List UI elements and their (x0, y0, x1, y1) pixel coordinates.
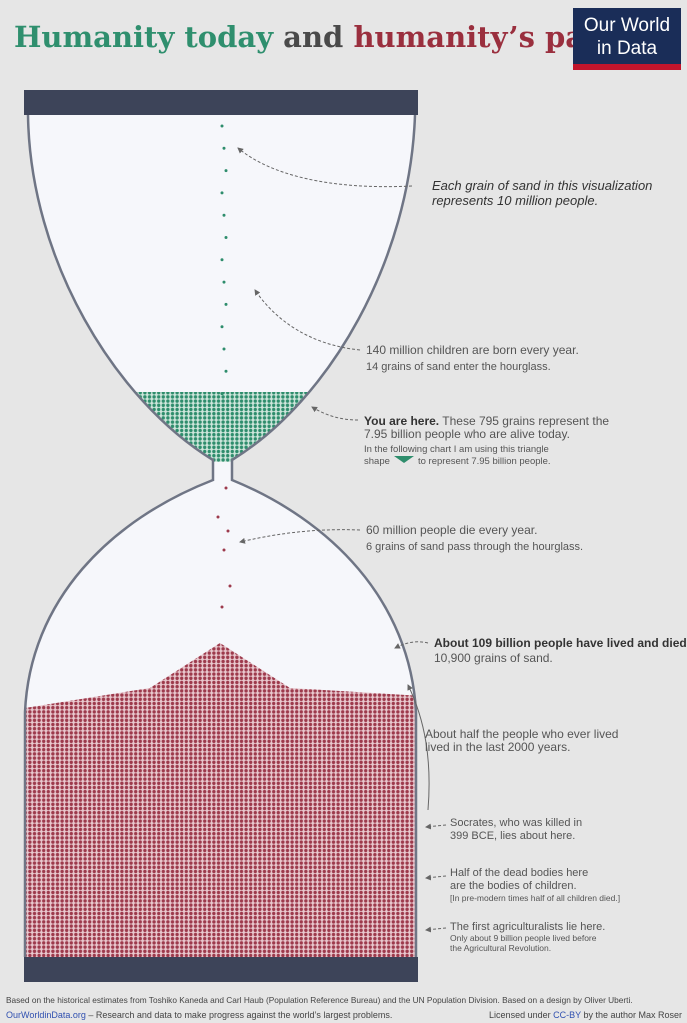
grain (220, 392, 224, 396)
grain (224, 486, 228, 490)
annotation-note: the Agricultural Revolution. (450, 943, 551, 953)
arrow (425, 823, 447, 830)
logo[interactable]: Our World in Data (573, 8, 681, 70)
arrow (254, 289, 361, 351)
annotation: About 109 billion people have lived and … (434, 636, 687, 650)
grain (224, 302, 228, 306)
grain (224, 236, 228, 239)
annotation-note: Only about 9 billion people lived before (450, 933, 597, 943)
footer-sources: Based on the historical estimates from T… (6, 995, 633, 1005)
annotation-note: shape (364, 456, 390, 467)
arrow (425, 926, 447, 933)
annotation: Socrates, who was killed in (450, 817, 582, 829)
logo-text: Our World (584, 15, 670, 36)
annotation-note: to represent 7.95 billion people. (418, 456, 551, 467)
hourglass-outline (23, 114, 418, 957)
annotation: Each grain of sand in this visualization (432, 178, 652, 193)
arrow (311, 406, 359, 421)
falling-grains (216, 124, 232, 609)
annotation: 399 BCE, lies about here. (450, 830, 575, 842)
grain (222, 280, 226, 284)
license-link[interactable]: CC-BY (553, 1010, 581, 1020)
grain (222, 347, 226, 351)
annotation: About half the people who ever lived (425, 727, 618, 741)
grain (222, 548, 226, 552)
logo-box (573, 8, 681, 70)
logo-text: in Data (597, 38, 658, 59)
site-link[interactable]: OurWorldinData.org (6, 1010, 86, 1020)
footer-site: OurWorldinData.org – Research and data t… (6, 1010, 392, 1020)
hourglass-base (24, 957, 418, 982)
annotation: Half of the dead bodies here (450, 867, 588, 879)
grain (222, 146, 226, 150)
annotation: 6 grains of sand pass through the hourgl… (366, 541, 583, 553)
arrow (394, 641, 429, 649)
grain (228, 584, 232, 588)
grain (224, 169, 228, 173)
annotation-note: In the following chart I am using this t… (364, 444, 549, 455)
annotation: You are here. These 795 grains represent… (364, 414, 609, 428)
annotation: 14 grains of sand enter the hourglass. (366, 361, 551, 373)
annotation-note: [In pre-modern times half of all childre… (450, 893, 620, 903)
grain (220, 258, 224, 262)
hourglass-cap (24, 90, 418, 115)
title: Humanity today and humanity’s past (14, 20, 614, 54)
grain (220, 605, 224, 609)
footer-license: Licensed under CC-BY by the author Max R… (489, 1010, 682, 1020)
arrow (407, 684, 430, 811)
arrow (239, 529, 361, 544)
arrow (237, 147, 413, 188)
grain (224, 369, 228, 373)
grain (220, 325, 224, 329)
annotation: 140 million children are born every year… (366, 343, 579, 357)
annotation: represents 10 million people. (432, 193, 598, 208)
annotation: 7.95 billion people who are alive today. (364, 427, 570, 441)
annotation: lived in the last 2000 years. (425, 740, 570, 754)
grain (220, 191, 224, 195)
triangle-icon (394, 456, 414, 463)
grain (222, 213, 226, 217)
annotation: The first agriculturalists lie here. (450, 921, 605, 933)
annotation: 10,900 grains of sand. (434, 651, 553, 665)
grain (226, 529, 230, 533)
sand-red (25, 643, 416, 957)
annotation: are the bodies of children. (450, 880, 577, 892)
annotation: 60 million people die every year. (366, 523, 537, 537)
arrow (425, 874, 447, 881)
logo-bar (573, 64, 681, 70)
grain (220, 124, 224, 128)
grain (216, 515, 220, 519)
